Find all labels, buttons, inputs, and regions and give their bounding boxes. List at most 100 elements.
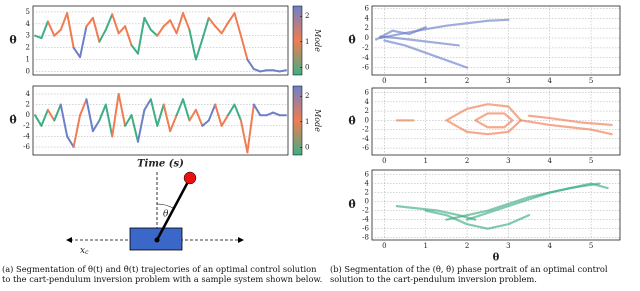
x-tick-label: 3 xyxy=(506,242,510,250)
y-tick-label: 4 xyxy=(365,14,370,22)
trajectory-segment xyxy=(46,108,56,122)
trajectory-segment xyxy=(40,20,49,40)
colorbar-tick-label: 2 xyxy=(305,92,309,100)
x-tick-label: 0 xyxy=(382,77,386,85)
x-tick-label: 3 xyxy=(506,77,510,85)
trajectory-segment xyxy=(111,13,120,35)
trajectory-segment xyxy=(59,12,69,31)
trajectory-segment xyxy=(156,103,165,127)
y-tick-label: 6 xyxy=(365,4,370,12)
trajectory-segment xyxy=(66,12,75,49)
trajectory-segment xyxy=(272,69,281,73)
trajectory-segment xyxy=(239,119,249,154)
trajectory-segment xyxy=(207,16,217,28)
y-tick-label: -2 xyxy=(23,122,30,130)
phase-curve xyxy=(375,26,427,41)
x-tick-label: 4 xyxy=(547,157,552,165)
trajectory-segment xyxy=(85,16,94,28)
trajectory-segment xyxy=(104,103,114,138)
y-tick-label: -8 xyxy=(362,234,369,242)
trajectory-segment xyxy=(91,119,101,133)
y-tick-label: 1 xyxy=(26,56,30,64)
plot-frame xyxy=(371,169,621,241)
y-tick-label: 4 xyxy=(26,90,31,98)
y-tick-label: 2 xyxy=(26,44,30,52)
trajectory-segment xyxy=(98,28,107,43)
trajectory-segment xyxy=(214,25,223,35)
trajectory-segment xyxy=(79,98,88,117)
y-tick-label: 2 xyxy=(365,189,369,197)
x-tick-label: 0 xyxy=(382,157,386,165)
x-tick-label: 1 xyxy=(423,157,427,165)
trajectory-segment xyxy=(34,114,43,127)
y-tick-label: -2 xyxy=(362,126,369,134)
y-axis-label: θ̇ xyxy=(348,115,355,128)
phase-curve xyxy=(379,35,460,47)
y-tick-label: -2 xyxy=(362,44,369,52)
x-tick-label: 2 xyxy=(465,77,469,85)
angle-label: θ xyxy=(163,210,169,220)
x-tick-label: 2 xyxy=(465,242,469,250)
trajectory-segment xyxy=(117,92,127,127)
phase-curve xyxy=(474,112,514,129)
trajectory-segment xyxy=(169,19,178,35)
trajectory-segment xyxy=(149,98,159,127)
position-subscript: c xyxy=(85,249,89,256)
trajectory-segment xyxy=(182,12,191,31)
trajectory-segment xyxy=(72,46,82,59)
x-tick-label: 1 xyxy=(423,242,427,250)
y-tick-label: 6 xyxy=(365,89,370,97)
trajectory-segment xyxy=(278,69,287,73)
phase-curve xyxy=(445,182,601,221)
phase-curve xyxy=(424,209,531,230)
trajectory-segment xyxy=(233,12,242,37)
phase-curve xyxy=(527,114,613,127)
trajectory-segment xyxy=(117,25,127,35)
x-tick-label: 5 xyxy=(589,242,593,250)
y-tick-label: 4 xyxy=(26,20,31,28)
x-tick-label: 3 xyxy=(506,157,510,165)
y-tick-label: 2 xyxy=(365,107,369,115)
x-tick-label: 0 xyxy=(382,242,386,250)
y-tick-label: -6 xyxy=(362,64,369,72)
trajectory-segment xyxy=(124,114,133,127)
trajectory-segment xyxy=(194,108,204,127)
y-tick-label: 0 xyxy=(365,34,369,42)
position-label: xc xyxy=(80,246,89,256)
y-tick-label: 2 xyxy=(26,101,30,109)
y-tick-label: -4 xyxy=(23,132,30,140)
y-tick-label: -6 xyxy=(23,143,30,151)
trajectory-segment xyxy=(143,98,152,111)
trajectory-segment xyxy=(201,16,210,41)
trajectory-segment xyxy=(207,103,217,122)
caption-a: (a) Segmentation of θ(t) and θ̇(t) traje… xyxy=(2,264,323,284)
y-axis-label: θ̇ xyxy=(9,114,16,127)
trajectory-segment xyxy=(124,25,133,47)
caption-b: (b) Segmentation of the (θ, θ̇) phase po… xyxy=(330,264,608,284)
trajectory-segment xyxy=(233,103,242,122)
trajectory-segment xyxy=(227,103,236,117)
trajectory-segment xyxy=(220,21,230,35)
y-tick-label: 0 xyxy=(365,116,369,124)
trajectory-segment xyxy=(111,92,120,138)
trajectory-segment xyxy=(149,28,159,37)
y-axis-label: θ̇ xyxy=(348,34,355,47)
trajectory-segment xyxy=(79,25,88,59)
trajectory-segment xyxy=(130,114,139,143)
x-tick-label: 4 xyxy=(547,77,552,85)
trajectory-segment xyxy=(214,103,223,127)
trajectory-segment xyxy=(59,103,69,138)
colorbar-tick-label: 1 xyxy=(305,38,309,46)
x-tick-label: 1 xyxy=(423,77,427,85)
x-axis-label: θ xyxy=(493,253,500,264)
y-axis-label: θ xyxy=(9,34,16,47)
y-tick-label: 5 xyxy=(26,8,30,16)
colorbar-tick-label: 0 xyxy=(305,63,309,71)
x-tick-label: 2 xyxy=(465,157,469,165)
trajectory-segment xyxy=(136,108,146,143)
cart-pendulum: θ xc xyxy=(66,170,244,256)
trajectory-segment xyxy=(72,114,82,149)
trajectory-segment xyxy=(40,108,49,127)
position-text: x xyxy=(80,246,85,256)
